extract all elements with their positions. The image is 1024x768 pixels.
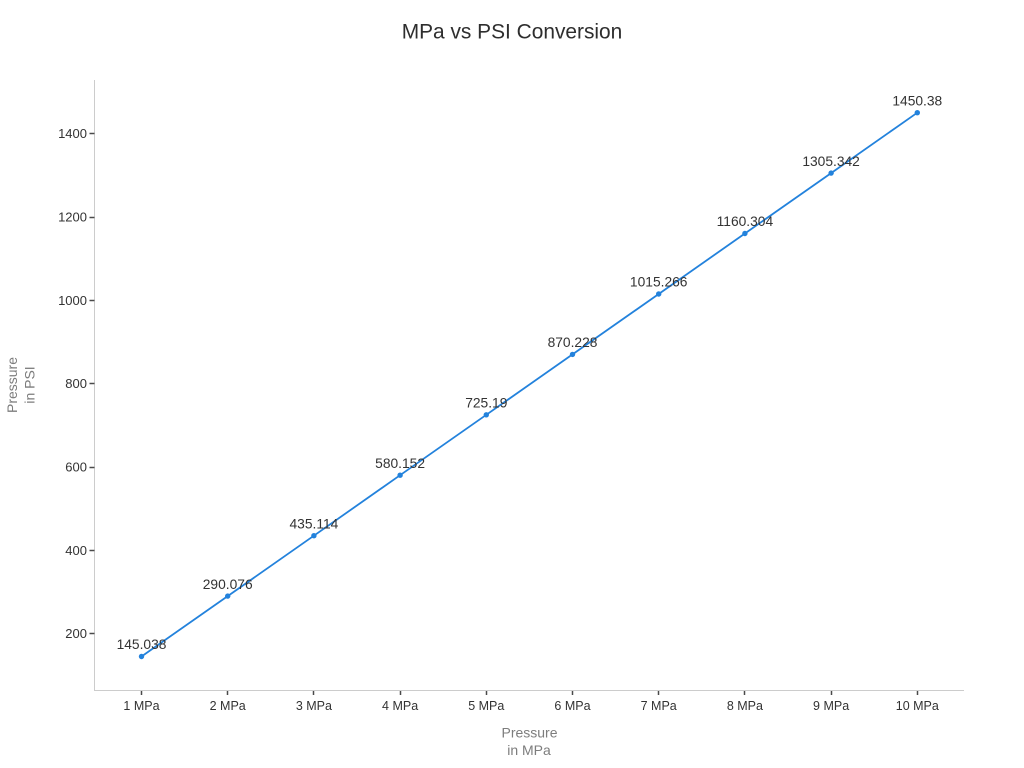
svg-text:5 MPa: 5 MPa [468, 699, 504, 713]
svg-text:725.19: 725.19 [465, 396, 508, 411]
svg-text:290.076: 290.076 [203, 577, 253, 592]
svg-text:9 MPa: 9 MPa [813, 699, 849, 713]
svg-text:1400: 1400 [58, 126, 87, 141]
svg-text:1200: 1200 [58, 210, 87, 225]
svg-text:6 MPa: 6 MPa [554, 699, 590, 713]
svg-text:435.114: 435.114 [289, 516, 338, 531]
svg-text:2 MPa: 2 MPa [210, 699, 246, 713]
svg-text:200: 200 [65, 626, 87, 641]
svg-text:1450.38: 1450.38 [892, 93, 942, 108]
svg-text:400: 400 [65, 543, 87, 558]
svg-text:580.152: 580.152 [375, 456, 425, 471]
svg-text:1305.342: 1305.342 [802, 154, 860, 169]
svg-text:7 MPa: 7 MPa [641, 699, 677, 713]
svg-text:in PSI: in PSI [22, 366, 38, 403]
svg-text:8 MPa: 8 MPa [727, 699, 763, 713]
svg-text:10 MPa: 10 MPa [896, 699, 939, 713]
svg-text:4 MPa: 4 MPa [382, 699, 418, 713]
svg-text:800: 800 [65, 376, 87, 391]
svg-text:1 MPa: 1 MPa [123, 699, 159, 713]
svg-text:in MPa: in MPa [507, 742, 551, 758]
svg-text:145.038: 145.038 [117, 637, 167, 652]
svg-text:MPa vs PSI Conversion: MPa vs PSI Conversion [402, 21, 623, 44]
svg-text:1015.266: 1015.266 [630, 275, 688, 290]
svg-text:1160.304: 1160.304 [717, 214, 774, 229]
svg-text:3 MPa: 3 MPa [296, 699, 332, 713]
svg-text:870.228: 870.228 [548, 335, 598, 350]
svg-text:Pressure: Pressure [4, 357, 20, 413]
svg-text:Pressure: Pressure [501, 725, 557, 741]
svg-text:600: 600 [65, 460, 87, 475]
svg-text:1000: 1000 [58, 293, 87, 308]
